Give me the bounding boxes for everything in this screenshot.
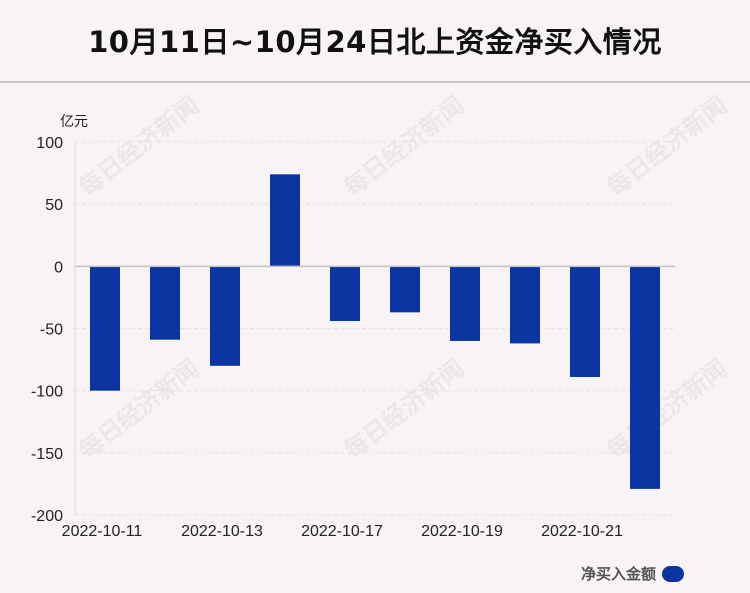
y-tick-label: 0 xyxy=(54,259,63,276)
bar xyxy=(570,266,600,377)
legend-label: 净买入金额 xyxy=(580,565,656,583)
x-tick-label: 2022-10-19 xyxy=(421,523,503,540)
y-tick-label: -100 xyxy=(31,384,63,401)
y-tick-label: 100 xyxy=(36,135,63,152)
y-tick-label: 50 xyxy=(45,197,63,214)
bar xyxy=(630,266,660,489)
x-tick-label: 2022-10-17 xyxy=(301,523,383,540)
bar xyxy=(150,266,180,340)
title-divider xyxy=(0,81,750,83)
y-tick-label: -50 xyxy=(40,322,63,339)
x-tick-label: 2022-10-21 xyxy=(541,523,623,540)
bar xyxy=(450,266,480,341)
legend: 净买入金额 xyxy=(581,563,684,584)
y-unit-label: 亿元 xyxy=(60,114,88,130)
y-tick-label: -150 xyxy=(31,446,63,463)
bar xyxy=(270,174,300,267)
x-tick-label: 2022-10-13 xyxy=(181,523,263,540)
bar xyxy=(90,266,120,391)
bar xyxy=(210,266,240,366)
x-tick-label: 2022-10-11 xyxy=(62,523,143,540)
bar xyxy=(510,266,540,344)
y-tick-label: -200 xyxy=(31,508,63,525)
legend-swatch xyxy=(662,565,684,582)
chart-title: 10月11日~10月24日北上资金净买入情况 xyxy=(88,25,662,59)
bar xyxy=(330,266,360,322)
bar xyxy=(390,266,420,313)
